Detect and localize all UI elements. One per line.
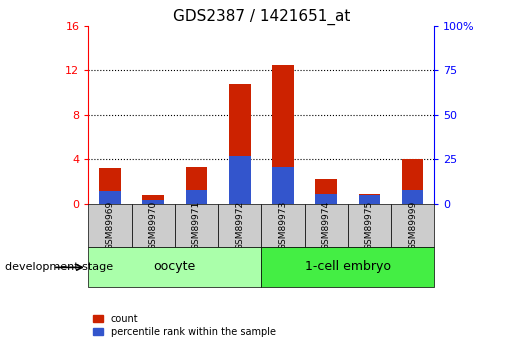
Bar (88, 247, 262, 287)
Bar (132, 204, 175, 247)
Text: GSM89971: GSM89971 (192, 200, 201, 250)
Bar (348, 204, 391, 247)
Text: oocyte: oocyte (154, 260, 196, 273)
Bar (99, 191, 121, 204)
Text: development stage: development stage (5, 263, 113, 272)
Bar (305, 204, 348, 247)
Bar (229, 156, 250, 204)
Legend: count, percentile rank within the sample: count, percentile rank within the sample (93, 314, 276, 337)
Text: GSM89999: GSM89999 (408, 200, 417, 250)
Bar (402, 159, 424, 204)
Bar (359, 195, 380, 204)
Text: GSM89970: GSM89970 (149, 200, 158, 250)
Bar (186, 167, 207, 204)
Bar (142, 195, 164, 204)
Bar (142, 200, 164, 204)
Text: GSM89973: GSM89973 (278, 200, 287, 250)
Bar (272, 65, 294, 204)
Bar (229, 83, 250, 204)
Bar (186, 190, 207, 204)
Text: GSM89969: GSM89969 (106, 200, 115, 250)
Bar (316, 179, 337, 204)
Bar (88, 204, 132, 247)
Bar (175, 204, 218, 247)
Bar (262, 204, 305, 247)
Bar (359, 194, 380, 204)
Bar (262, 247, 434, 287)
Text: GSM89975: GSM89975 (365, 200, 374, 250)
Bar (99, 168, 121, 204)
Bar (316, 194, 337, 204)
Text: GSM89972: GSM89972 (235, 200, 244, 250)
Bar (218, 204, 262, 247)
Text: 1-cell embryo: 1-cell embryo (305, 260, 391, 273)
Title: GDS2387 / 1421651_at: GDS2387 / 1421651_at (173, 8, 350, 24)
Bar (391, 204, 434, 247)
Bar (402, 190, 424, 204)
Text: GSM89974: GSM89974 (322, 200, 331, 250)
Bar (272, 167, 294, 204)
